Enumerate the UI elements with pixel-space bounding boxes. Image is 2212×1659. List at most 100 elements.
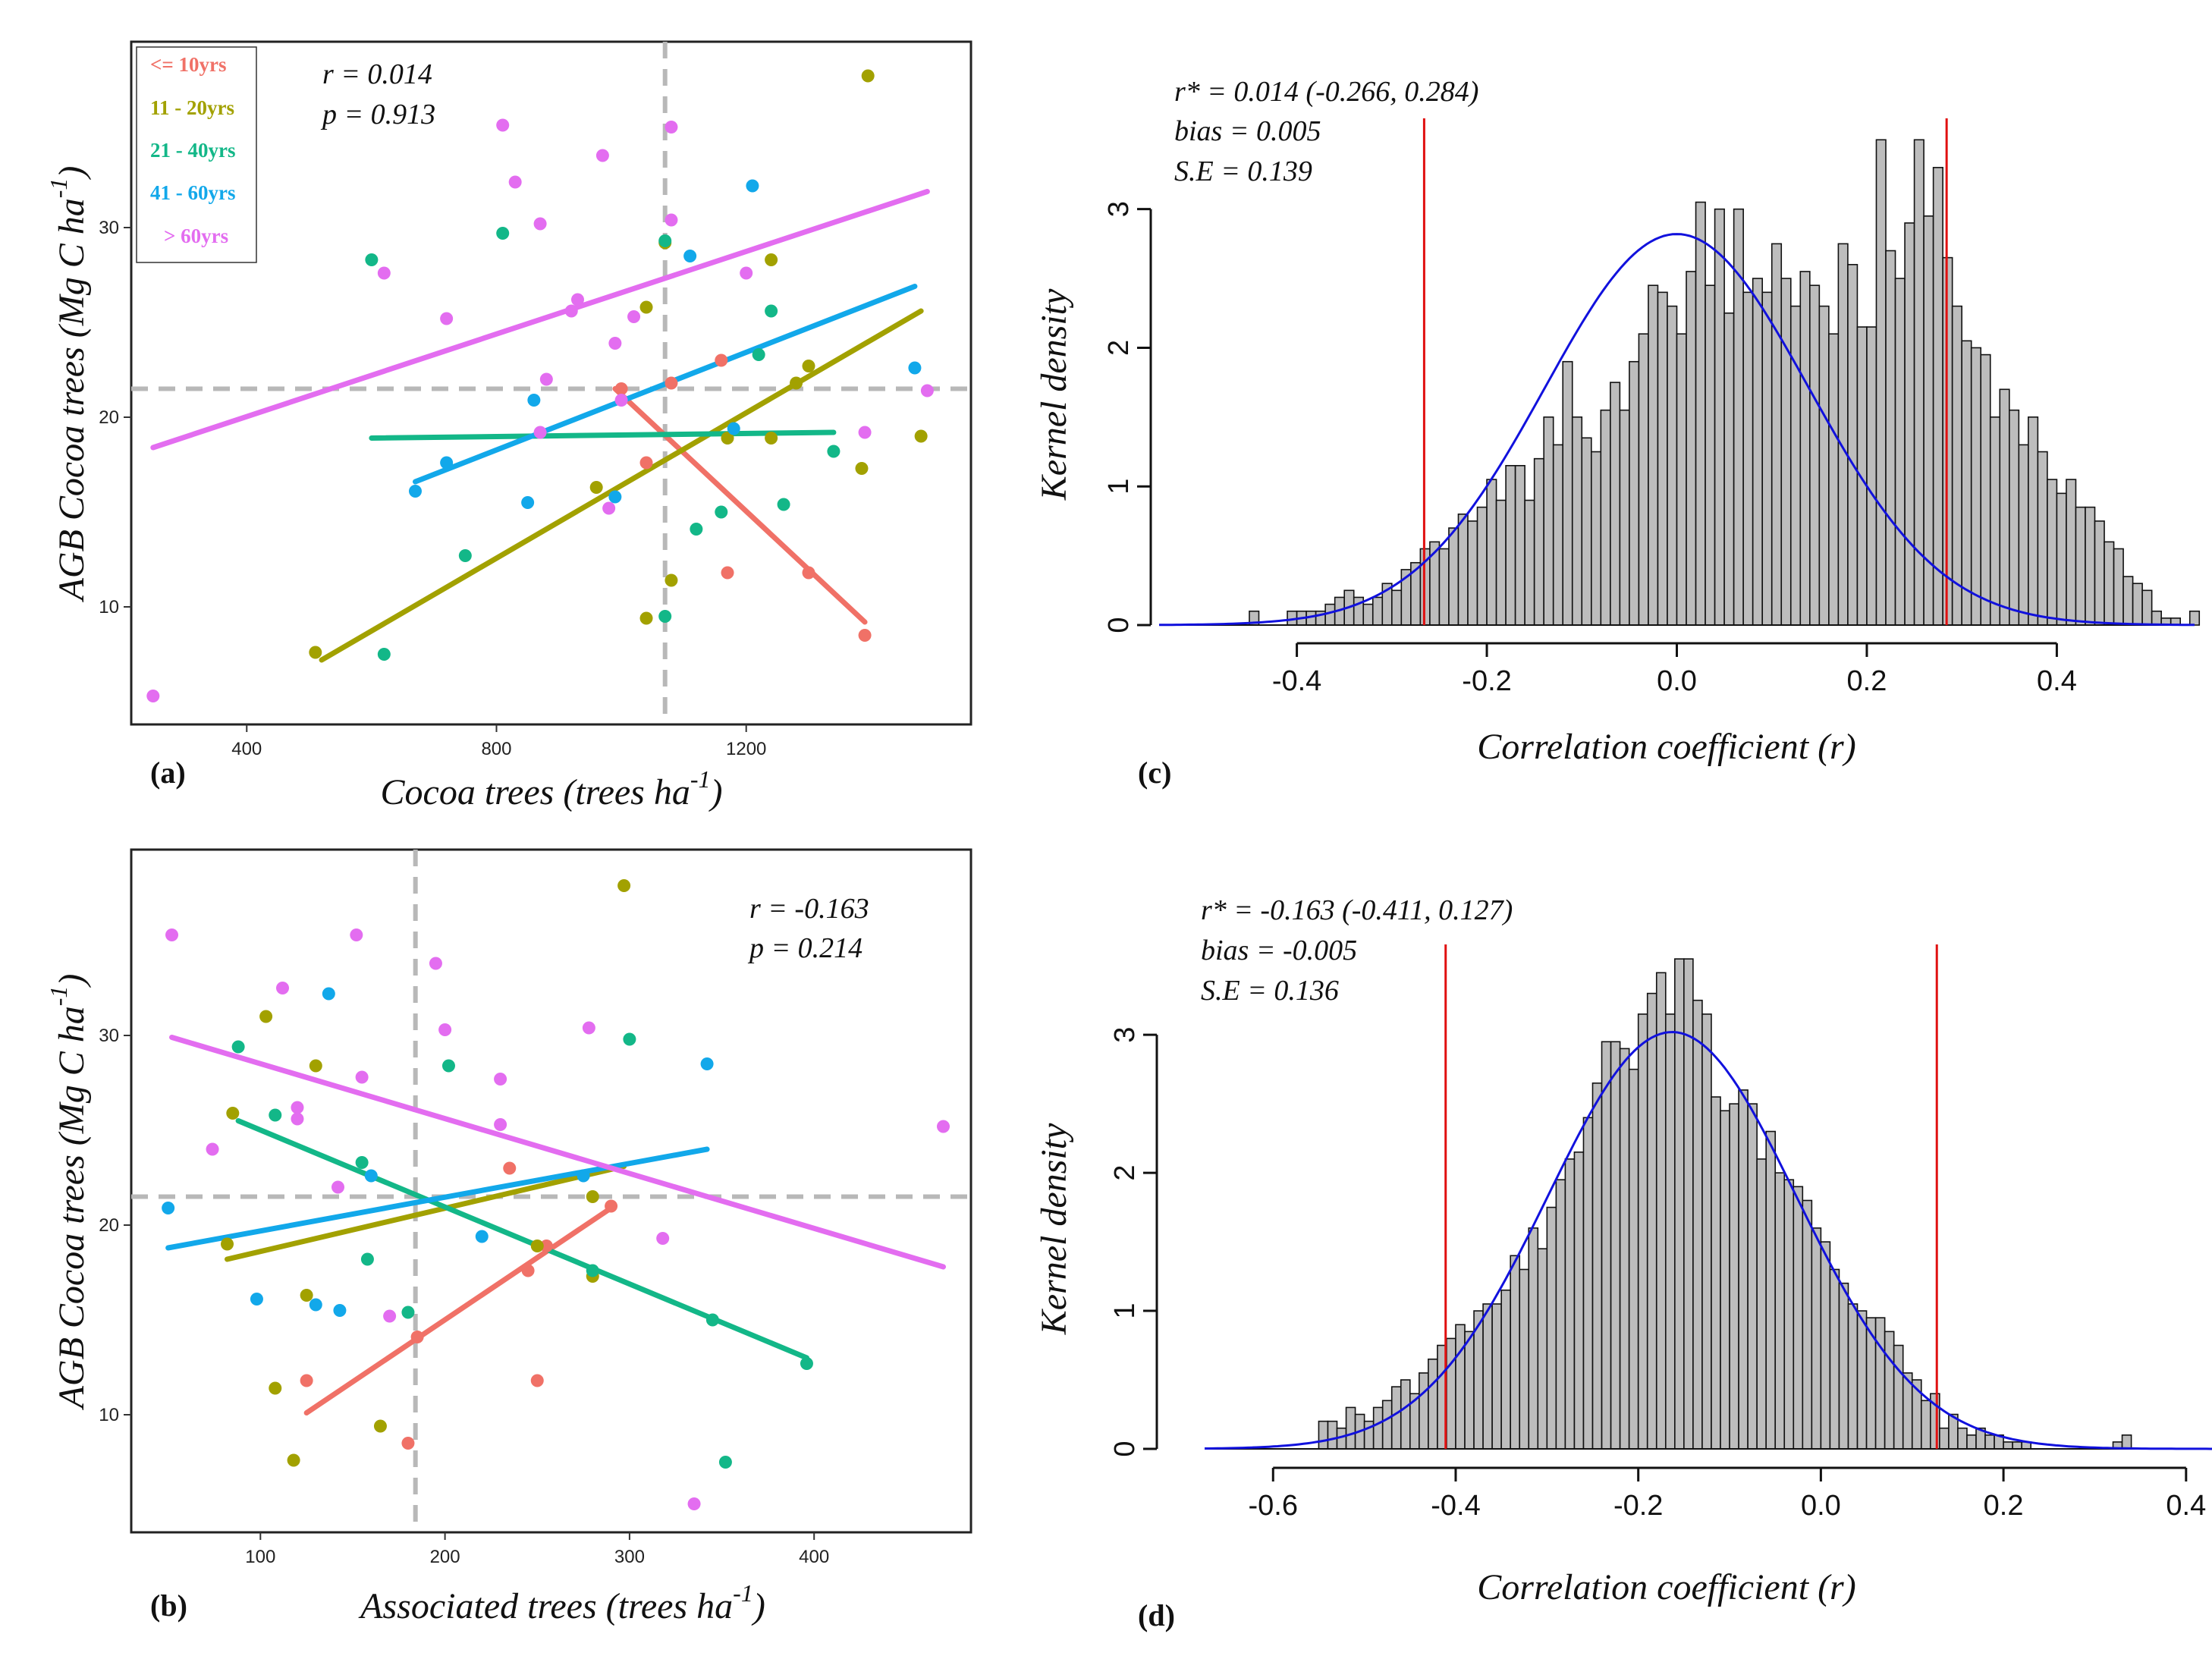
y-tick-label: 1 (1103, 479, 1135, 495)
histogram-bar (1362, 603, 1374, 626)
panel-c-histogram: -0.4 -0.2 0.0 0.2 0.4 0 1 2 3 r* = 0.014 (-0.26… (1034, 76, 2201, 790)
data-point (665, 213, 678, 227)
data-point (291, 1101, 304, 1114)
histogram-bar (2122, 576, 2134, 626)
panel-d-se-annotation: S.E = 0.136 (1201, 975, 1339, 1007)
histogram-bar (2132, 583, 2143, 626)
panel-c-x-axis-label: Correlation coefficient (r) (1477, 727, 1855, 767)
data-point (355, 1070, 369, 1084)
histogram-bar (1828, 333, 1840, 626)
data-point (287, 1453, 300, 1467)
data-point (656, 1232, 670, 1245)
histogram-bar (1528, 1227, 1539, 1450)
histogram-bar (1780, 278, 1792, 626)
histogram-bar (1619, 409, 1630, 626)
data-point (146, 690, 160, 702)
panel-c-density-curve (1158, 233, 2195, 627)
histogram-bar (1920, 1400, 1931, 1450)
histogram-bar (1637, 1013, 1648, 1450)
histogram-bar (1961, 340, 1972, 626)
data-point (300, 1289, 313, 1302)
panel-d-histogram: -0.6 -0.4 -0.2 0.0 0.2 0.4 0 1 2 3 r* = -0.163 (… (1034, 894, 2212, 1632)
regression-line (369, 429, 837, 441)
histogram-bar (2012, 1441, 2022, 1450)
histogram-bar (1874, 1317, 1886, 1450)
data-point (777, 498, 790, 511)
regression-line (319, 308, 924, 663)
histogram-bar (1573, 1152, 1585, 1450)
legend-item: > 60yrs (164, 225, 228, 247)
y-tick-label: 3 (1109, 1027, 1141, 1043)
histogram-bar (1467, 520, 1478, 626)
data-point (920, 384, 934, 397)
panel-a-p-annotation: p = 0.913 (320, 99, 435, 130)
panel-a-x-axis-label: Cocoa trees (trees ha-1) (381, 765, 723, 812)
y-tick-label: 30 (99, 1026, 119, 1046)
histogram-bar (1686, 271, 1697, 626)
histogram-bar (1714, 208, 1725, 626)
data-point (309, 1059, 322, 1073)
data-point (441, 1059, 455, 1073)
data-point (309, 1298, 322, 1312)
panel-b-scatter: 100 200 300 400 10 20 30 r = -0.163 p = 0.214… (45, 848, 972, 1626)
data-point (269, 1108, 282, 1122)
histogram-bar (1391, 589, 1403, 626)
panel-a-scatter: 400 800 1200 10 20 30 <= 10yrs 11 - 20yrs 21 -… (45, 40, 972, 812)
histogram-bar (1723, 312, 1735, 626)
histogram-bar (2066, 479, 2077, 626)
panel-c-y-axis-label: Kernel density (1034, 288, 1074, 501)
data-point (639, 300, 653, 314)
histogram-bar (1939, 1427, 1950, 1450)
histogram-bar (1837, 243, 1849, 626)
x-tick-label: 300 (614, 1547, 645, 1567)
regression-line (225, 1164, 627, 1262)
data-point (458, 549, 472, 562)
histogram-bar (2018, 444, 2029, 626)
histogram-bar (1448, 527, 1459, 626)
panel-a-r-annotation: r = 0.014 (322, 58, 432, 90)
data-point (908, 361, 922, 375)
data-point (827, 445, 840, 458)
histogram-bar (2003, 1441, 2013, 1450)
histogram-bar (1809, 284, 1821, 626)
legend-item: 41 - 60yrs (150, 181, 235, 204)
histogram-bar (1629, 360, 1640, 626)
data-point (539, 372, 553, 386)
histogram-bar (1446, 1337, 1456, 1450)
histogram-bar (1980, 353, 1991, 626)
histogram-bar (1720, 1110, 1730, 1450)
histogram-bar (2009, 409, 2020, 626)
histogram-bar (1966, 1434, 1977, 1450)
data-point (355, 1156, 369, 1169)
data-point (721, 432, 734, 445)
x-tick-label: 1200 (726, 739, 766, 759)
histogram-bar (1571, 416, 1583, 626)
data-point (508, 175, 522, 189)
histogram-bar (1419, 1372, 1429, 1450)
histogram-bar (1789, 305, 1802, 626)
histogram-bar (1390, 1386, 1402, 1450)
x-tick-label: -0.4 (1272, 665, 1321, 697)
data-point (206, 1142, 219, 1156)
x-tick-label: 0.2 (1847, 665, 1887, 697)
data-point (586, 1190, 599, 1203)
histogram-bar (1648, 284, 1659, 626)
histogram-bar (1729, 1103, 1739, 1450)
histogram-bar (1885, 250, 1896, 626)
histogram-bar (1476, 506, 1488, 626)
histogram-bar (2141, 589, 2153, 626)
panel-a-frame (130, 40, 972, 726)
histogram-bar (1486, 479, 1497, 626)
data-point (608, 337, 622, 350)
histogram-bar (2188, 610, 2201, 626)
panel-b-y-axis-label: AGB Cocoa trees (Mg C ha-1) (45, 974, 92, 1411)
data-point (165, 928, 179, 941)
histogram-bar (1683, 958, 1694, 1450)
data-point (494, 1073, 507, 1086)
histogram-bar (1372, 1406, 1384, 1450)
data-point (364, 1169, 378, 1183)
data-point (269, 1381, 282, 1395)
histogram-bar (2151, 610, 2162, 626)
data-point (790, 376, 803, 390)
histogram-bar (1705, 284, 1716, 626)
